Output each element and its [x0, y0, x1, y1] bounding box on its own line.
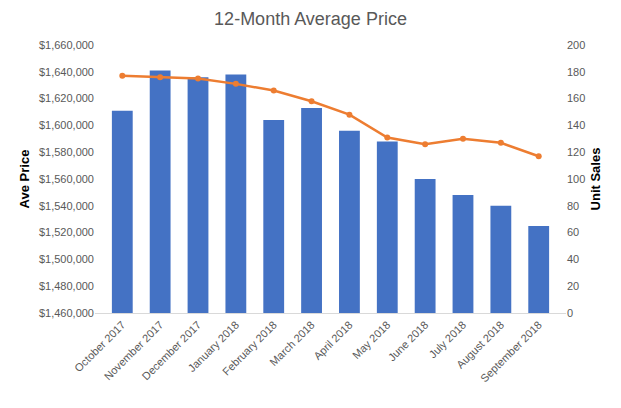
svg-text:$1,660,000: $1,660,000 [39, 39, 94, 51]
svg-text:December 2017: December 2017 [139, 319, 203, 383]
svg-text:20: 20 [567, 280, 579, 292]
svg-text:September 2018: September 2018 [478, 319, 544, 385]
svg-text:$1,500,000: $1,500,000 [39, 253, 94, 265]
svg-text:160: 160 [567, 92, 585, 104]
svg-text:60: 60 [567, 226, 579, 238]
svg-text:October 2017: October 2017 [72, 319, 128, 375]
svg-text:July 2018: July 2018 [427, 319, 469, 361]
svg-text:0: 0 [567, 307, 573, 319]
svg-text:40: 40 [567, 253, 579, 265]
svg-text:12-Month Average Price: 12-Month Average Price [214, 9, 407, 29]
svg-text:June 2018: June 2018 [386, 319, 431, 364]
svg-text:March 2018: March 2018 [267, 319, 317, 369]
svg-text:120: 120 [567, 146, 585, 158]
svg-text:$1,460,000: $1,460,000 [39, 307, 94, 319]
svg-text:$1,600,000: $1,600,000 [39, 119, 94, 131]
svg-text:Ave Price: Ave Price [17, 150, 32, 209]
svg-text:180: 180 [567, 66, 585, 78]
svg-text:May 2018: May 2018 [350, 319, 393, 362]
svg-text:$1,640,000: $1,640,000 [39, 66, 94, 78]
svg-text:$1,480,000: $1,480,000 [39, 280, 94, 292]
svg-text:January 2018: January 2018 [186, 319, 242, 375]
svg-text:140: 140 [567, 119, 585, 131]
svg-text:$1,520,000: $1,520,000 [39, 226, 94, 238]
svg-text:April 2018: April 2018 [311, 319, 355, 363]
svg-text:$1,560,000: $1,560,000 [39, 173, 94, 185]
svg-text:80: 80 [567, 200, 579, 212]
svg-text:200: 200 [567, 39, 585, 51]
svg-text:$1,620,000: $1,620,000 [39, 92, 94, 104]
svg-text:$1,540,000: $1,540,000 [39, 200, 94, 212]
svg-text:$1,580,000: $1,580,000 [39, 146, 94, 158]
svg-text:February 2018: February 2018 [220, 319, 279, 378]
svg-text:November 2017: November 2017 [102, 319, 166, 383]
svg-text:August 2018: August 2018 [454, 319, 506, 371]
svg-text:100: 100 [567, 173, 585, 185]
svg-text:Unit Sales: Unit Sales [588, 148, 603, 211]
